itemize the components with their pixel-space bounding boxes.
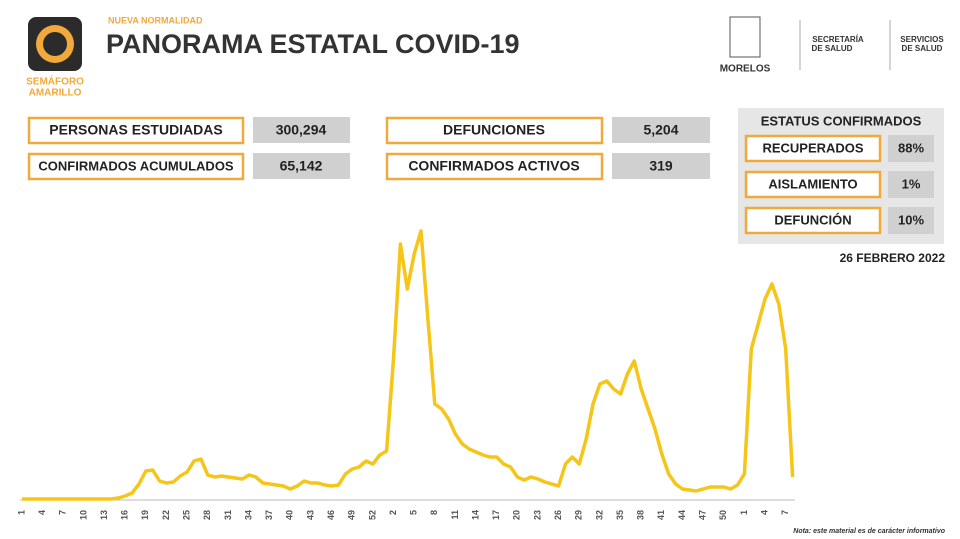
stat-label-box bbox=[27, 152, 245, 181]
x-tick-label: 14 bbox=[470, 510, 480, 520]
x-tick-label: 50 bbox=[718, 510, 728, 520]
stat-value-box bbox=[612, 117, 710, 143]
x-tick-label: 46 bbox=[326, 510, 336, 520]
status-label: RECUPERADOS bbox=[762, 140, 863, 155]
x-tick-label: 11 bbox=[450, 510, 460, 520]
x-tick-label: 32 bbox=[594, 510, 604, 520]
status-panel: ESTATUS CONFIRMADOS RECUPERADOS 88% AISL… bbox=[738, 108, 944, 244]
x-tick-label: 8 bbox=[429, 510, 439, 515]
status-title: ESTATUS CONFIRMADOS bbox=[761, 113, 922, 128]
x-tick-label: 26 bbox=[553, 510, 563, 520]
status-value-box bbox=[888, 135, 934, 162]
semaforo-text: AMARILLO bbox=[29, 88, 82, 99]
status-value-box bbox=[888, 207, 934, 234]
x-tick-label: 40 bbox=[285, 510, 295, 520]
status-label-box bbox=[744, 206, 882, 235]
x-tick-label: 23 bbox=[532, 510, 542, 520]
stat-label: CONFIRMADOS ACTIVOS bbox=[408, 158, 579, 174]
x-tick-label: 41 bbox=[656, 510, 666, 520]
x-tick-label: 4 bbox=[759, 510, 769, 515]
status-label-box bbox=[744, 170, 882, 199]
status-value: 10% bbox=[898, 212, 924, 227]
stat-value: 5,204 bbox=[643, 122, 678, 138]
x-tick-label: 7 bbox=[780, 510, 790, 515]
x-tick-label: 20 bbox=[512, 510, 522, 520]
logo-text: MORELOS bbox=[720, 64, 771, 75]
status-label: DEFUNCIÓN bbox=[774, 212, 851, 227]
x-tick-label: 7 bbox=[58, 510, 68, 515]
x-tick-label: 31 bbox=[223, 510, 233, 520]
stat-label: CONFIRMADOS ACUMULADOS bbox=[38, 158, 234, 173]
x-tick-label: 49 bbox=[347, 510, 357, 520]
stats: PERSONAS ESTUDIADAS 300,294 DEFUNCIONES … bbox=[27, 116, 710, 181]
x-tick-label: 2 bbox=[388, 510, 398, 515]
x-tick-label: 4 bbox=[37, 510, 47, 515]
stat-value-box bbox=[253, 117, 350, 143]
logo-text: DE SALUD bbox=[902, 44, 943, 53]
x-tick-label: 1 bbox=[739, 510, 749, 515]
stat-label-box bbox=[385, 116, 604, 145]
x-tick-label: 5 bbox=[409, 510, 419, 515]
plot: 1 4 7 10 13 16 19 22 25 28 31 34 37 40 43 46 49 52 2 5 8 11 14… bbox=[16, 229, 795, 520]
status-value: 88% bbox=[898, 140, 924, 155]
kicker: NUEVA NORMALIDAD bbox=[108, 15, 203, 25]
stat-label: PERSONAS ESTUDIADAS bbox=[49, 122, 222, 138]
stat-label: DEFUNCIONES bbox=[443, 122, 545, 138]
x-tick-label: 52 bbox=[367, 510, 377, 520]
status-value-box bbox=[888, 171, 934, 198]
x-tick-label: 13 bbox=[99, 510, 109, 520]
logo-text: SERVICIOS bbox=[900, 35, 944, 44]
x-tick-label: 28 bbox=[202, 510, 212, 520]
x-tick-label: 25 bbox=[181, 510, 191, 520]
x-tick-label: 17 bbox=[491, 510, 501, 520]
note: Nota: este material es de carácter infor… bbox=[793, 528, 945, 535]
stat-value: 319 bbox=[649, 158, 673, 174]
semaforo-center bbox=[43, 32, 67, 56]
logo-text: SECRETARÍA bbox=[812, 35, 864, 44]
x-tick-label: 16 bbox=[120, 510, 130, 520]
x-tick-label: 38 bbox=[636, 510, 646, 520]
date: 26 FEBRERO 2022 bbox=[840, 251, 946, 265]
stat-value-box bbox=[612, 153, 710, 179]
x-tick-label: 35 bbox=[615, 510, 625, 520]
x-tick-label: 29 bbox=[574, 510, 584, 520]
stat-value: 300,294 bbox=[276, 122, 327, 138]
semaforo-text: SEMÁFORO bbox=[26, 75, 84, 88]
stat-label-box bbox=[385, 152, 604, 181]
x-tick-label: 43 bbox=[305, 510, 315, 520]
title: PANORAMA ESTATAL COVID-19 bbox=[106, 29, 520, 59]
stat-value-box bbox=[253, 153, 350, 179]
x-tick-label: 47 bbox=[697, 510, 707, 520]
status-value: 1% bbox=[902, 176, 921, 191]
morelos-shield bbox=[729, 16, 761, 58]
stat-label-box bbox=[27, 116, 245, 145]
logo-text: DE SALUD bbox=[812, 44, 853, 53]
stat-value: 65,142 bbox=[280, 158, 323, 174]
x-tick-label: 34 bbox=[243, 510, 253, 520]
status-label: AISLAMIENTO bbox=[768, 176, 857, 191]
x-tick-label: 19 bbox=[140, 510, 150, 520]
status-label-box bbox=[744, 134, 882, 163]
line bbox=[22, 229, 795, 501]
x-tick-label: 1 bbox=[16, 510, 26, 515]
x-tick-label: 37 bbox=[264, 510, 274, 520]
x-tick-label: 10 bbox=[78, 510, 88, 520]
x-tick-label: 44 bbox=[677, 510, 687, 520]
x-tick-label: 22 bbox=[161, 510, 171, 520]
